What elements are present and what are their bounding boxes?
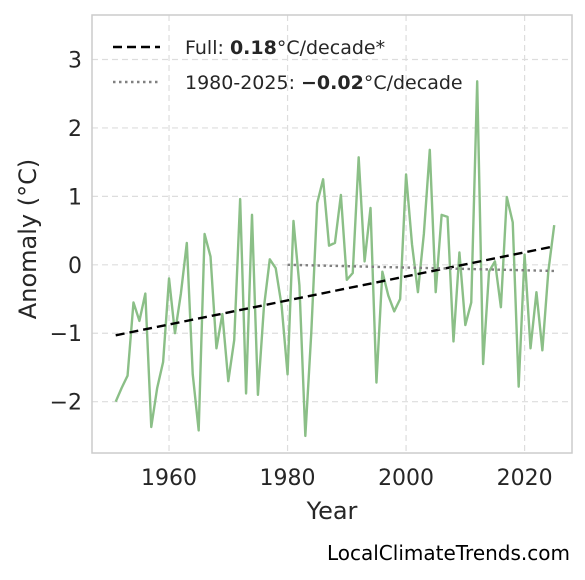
legend-trend-value: 0.18 [230, 37, 277, 59]
y-tick-label: −1 [50, 322, 82, 347]
recent-trend-line [287, 263, 555, 273]
y-axis-ticks: −2 −1 0 1 2 3 [50, 48, 82, 415]
series-layer [114, 80, 556, 438]
x-tick-label: 1980 [260, 466, 316, 491]
x-axis-ticks: 1960 1980 2000 2020 [141, 466, 553, 491]
y-axis-title: Anomaly (°C) [14, 159, 42, 319]
y-tick-label: 3 [68, 48, 82, 73]
x-axis-title: Year [306, 497, 358, 525]
legend-entry: Full: 0.18°C/decade* [185, 37, 385, 59]
legend-trend-value: −0.02 [301, 72, 364, 94]
legend-unit: °C/decade* [277, 37, 385, 59]
watermark-text: LocalClimateTrends.com [327, 541, 570, 565]
y-tick-label: −2 [50, 391, 82, 416]
x-tick-label: 2000 [378, 466, 434, 491]
plot-frame [91, 14, 573, 454]
legend: Full: 0.18°C/decade*1980-2025: −0.02°C/d… [113, 37, 463, 94]
legend-label: Full: [185, 37, 230, 59]
x-tick-label: 1960 [141, 466, 197, 491]
x-tick-label: 2020 [497, 466, 553, 491]
y-tick-label: 0 [68, 254, 82, 279]
y-tick-label: 1 [68, 185, 82, 210]
legend-label: 1980-2025: [185, 72, 301, 94]
legend-entry: 1980-2025: −0.02°C/decade [185, 72, 463, 94]
y-tick-label: 2 [68, 117, 82, 142]
legend-unit: °C/decade [364, 72, 463, 94]
full-trend-line [115, 245, 555, 337]
